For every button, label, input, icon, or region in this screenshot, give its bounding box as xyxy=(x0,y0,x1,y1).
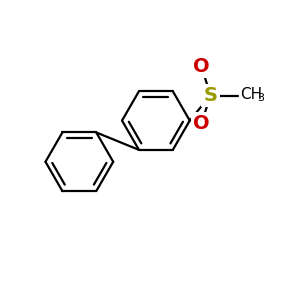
Text: O: O xyxy=(193,57,210,76)
Text: S: S xyxy=(203,86,218,105)
Text: 3: 3 xyxy=(257,94,265,103)
Text: O: O xyxy=(193,114,210,133)
Text: CH: CH xyxy=(240,87,262,102)
